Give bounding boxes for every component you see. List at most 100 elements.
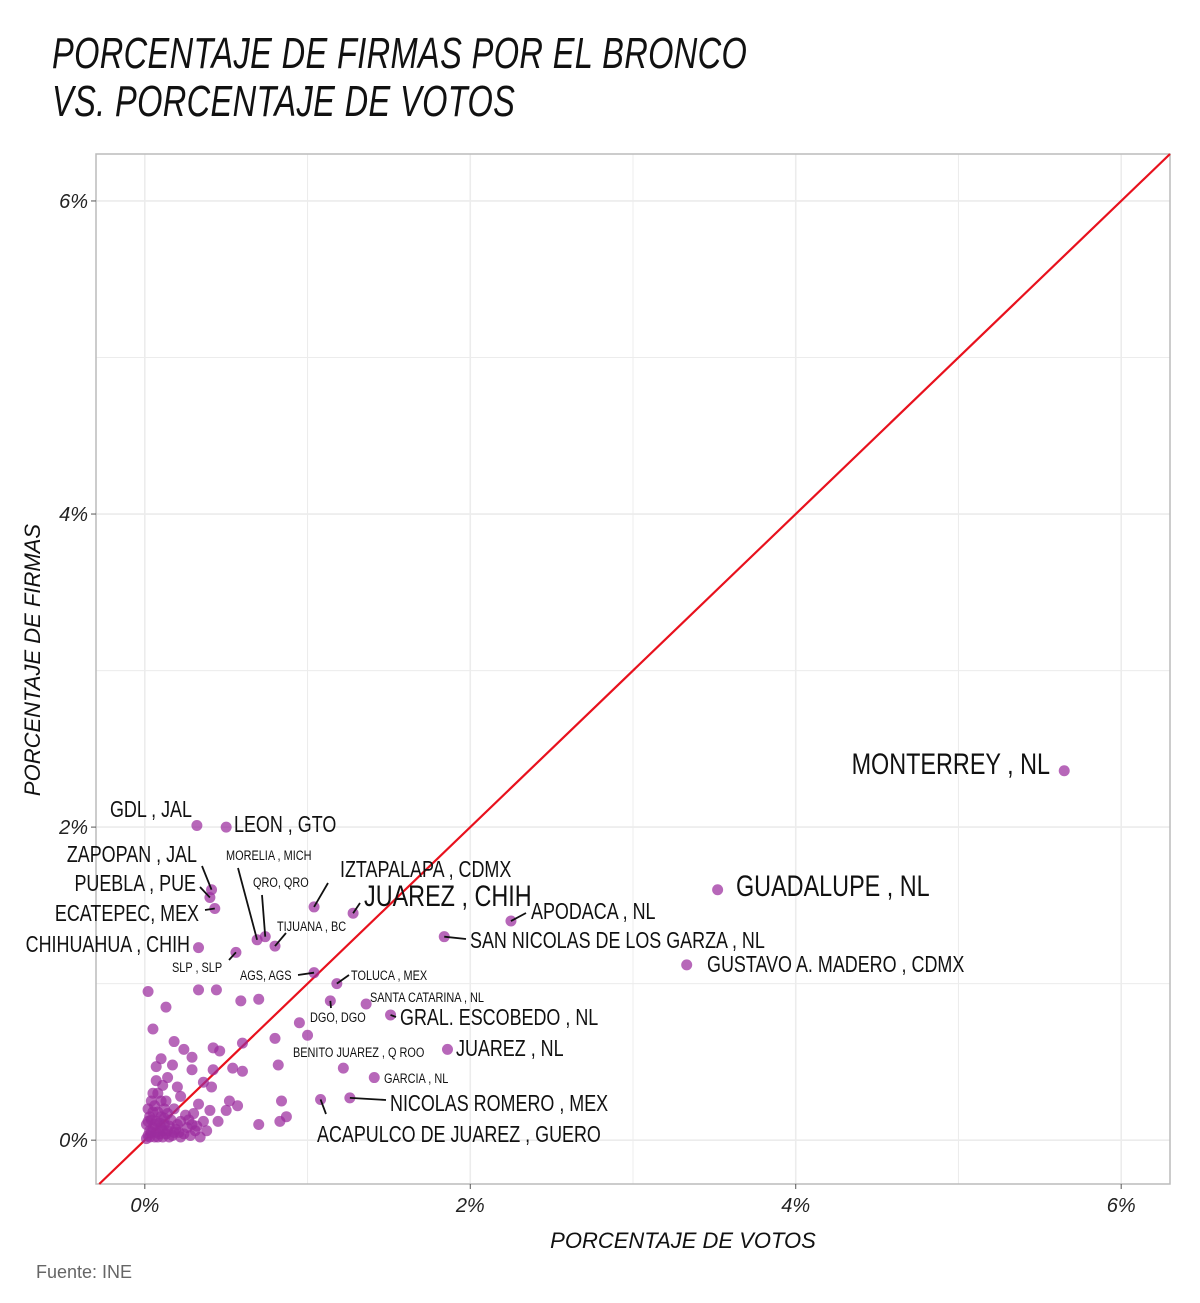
point-label: ECATEPEC, MEX bbox=[55, 901, 199, 927]
points-layer bbox=[140, 765, 1070, 1145]
point-label: SLP , SLP bbox=[172, 960, 222, 976]
label-leader-line bbox=[199, 886, 211, 899]
point-label: PUEBLA , PUE bbox=[74, 871, 196, 897]
point-label: GDL , JAL bbox=[110, 797, 192, 823]
point-label: SANTA CATARINA , NL bbox=[370, 990, 484, 1006]
scatter-point bbox=[175, 1131, 187, 1143]
scatter-point-labeled bbox=[712, 884, 724, 896]
scatter-point bbox=[160, 1095, 172, 1107]
scatter-point bbox=[276, 1095, 288, 1107]
label-leader-line bbox=[336, 974, 350, 985]
point-label: LEON , GTO bbox=[234, 812, 336, 838]
scatter-point bbox=[204, 1104, 216, 1116]
scatter-point bbox=[147, 1106, 159, 1118]
scatter-point bbox=[232, 1100, 244, 1112]
label-leader-line bbox=[297, 971, 315, 976]
scatter-point-labeled bbox=[337, 1062, 349, 1074]
scatter-point bbox=[168, 1036, 180, 1048]
scatter-point bbox=[155, 1053, 167, 1065]
y-tick-label: 4% bbox=[59, 504, 88, 526]
scatter-point bbox=[142, 1115, 154, 1127]
point-label: AGS, AGS bbox=[240, 968, 292, 984]
point-label: MONTERREY , NL bbox=[852, 747, 1050, 780]
scatter-point bbox=[193, 1098, 205, 1110]
scatter-point bbox=[188, 1108, 200, 1120]
scatter-point bbox=[253, 993, 265, 1005]
point-label: NICOLAS ROMERO , MEX bbox=[390, 1091, 608, 1117]
scatter-point-labeled bbox=[1058, 765, 1070, 777]
point-label: GARCIA , NL bbox=[384, 1071, 448, 1087]
scatter-point bbox=[197, 1076, 209, 1088]
scatter-point bbox=[166, 1059, 178, 1071]
point-label: DGO, DGO bbox=[310, 1010, 366, 1026]
scatter-point bbox=[207, 1064, 219, 1076]
point-label: ACAPULCO DE JUAREZ , GUERO bbox=[317, 1122, 601, 1148]
scatter-point bbox=[180, 1109, 191, 1121]
reference-line-layer bbox=[98, 153, 1171, 1185]
scatter-point bbox=[214, 1045, 226, 1057]
scatter-point bbox=[235, 995, 247, 1007]
ticks-layer: 0% 2% 4% 6% 0% 2% 4% 6% bbox=[58, 191, 1136, 1217]
x-tick-label: 4% bbox=[781, 1195, 810, 1217]
scatter-point bbox=[142, 985, 154, 997]
x-tick-label: 2% bbox=[455, 1195, 485, 1217]
chart-title-line-2: VS. PORCENTAJE DE VOTOS bbox=[52, 77, 516, 126]
point-label: JUAREZ , CHIH bbox=[364, 879, 532, 912]
scatter-point bbox=[220, 1104, 232, 1116]
label-leader-line bbox=[390, 1014, 397, 1018]
labels-layer: MONTERREY , NL GUADALUPE , NL GUSTAVO A. M… bbox=[26, 747, 1050, 1147]
scatter-point bbox=[171, 1119, 183, 1131]
scatter-point bbox=[236, 1065, 248, 1077]
scatter-point bbox=[236, 1037, 248, 1049]
point-label: GUSTAVO A. MADERO , CDMX bbox=[707, 952, 965, 978]
scatter-point bbox=[184, 1129, 196, 1141]
scatter-point bbox=[253, 1119, 265, 1131]
scatter-point bbox=[302, 1029, 314, 1041]
scatter-point bbox=[193, 984, 205, 996]
scatter-point-labeled bbox=[360, 998, 372, 1010]
scatter-point-labeled bbox=[193, 942, 205, 954]
scatter-point bbox=[191, 1120, 203, 1132]
label-leader-line bbox=[274, 932, 287, 947]
label-leader-line bbox=[237, 867, 258, 941]
point-label: ZAPOPAN , JAL bbox=[67, 842, 197, 868]
scatter-point bbox=[212, 1115, 224, 1127]
scatter-point-labeled bbox=[191, 820, 203, 832]
chart-title: PORCENTAJE DE FIRMAS POR EL BRONCO VS. P… bbox=[52, 30, 747, 126]
point-label: BENITO JUAREZ , Q ROO bbox=[293, 1045, 425, 1061]
x-tick-label: 6% bbox=[1107, 1195, 1136, 1217]
label-leader-line bbox=[510, 912, 527, 922]
scatter-point bbox=[152, 1087, 164, 1099]
point-label: GRAL. ESCOBEDO , NL bbox=[400, 1005, 598, 1031]
scatter-point bbox=[201, 1125, 213, 1137]
scatter-point bbox=[150, 1061, 162, 1073]
point-label: APODACA , NL bbox=[531, 899, 656, 925]
scatter-point-labeled bbox=[220, 821, 232, 833]
label-leader-line bbox=[329, 1000, 332, 1009]
label-leader-line bbox=[349, 1097, 387, 1101]
y-axis-label: PORCENTAJE DE FIRMAS bbox=[20, 524, 45, 797]
scatter-point bbox=[186, 1064, 198, 1076]
scatter-point-labeled bbox=[441, 1043, 453, 1055]
scatter-point bbox=[171, 1081, 183, 1093]
scatter-point bbox=[223, 1095, 235, 1107]
scatter-point bbox=[186, 1051, 198, 1063]
y-tick-label: 6% bbox=[59, 191, 88, 213]
scatter-point bbox=[269, 1032, 281, 1044]
scatter-point bbox=[178, 1043, 190, 1055]
scatter-point bbox=[210, 984, 222, 996]
label-leader-line bbox=[444, 935, 467, 940]
point-label: CHIHUAHUA , CHIH bbox=[26, 932, 190, 958]
y-tick-label: 0% bbox=[59, 1130, 88, 1152]
label-leader-line bbox=[319, 1099, 327, 1115]
scatter-point bbox=[145, 1095, 157, 1107]
scatter-point bbox=[274, 1115, 286, 1127]
y-tick-label: 2% bbox=[58, 817, 88, 839]
point-label: TIJUANA , BC bbox=[277, 919, 346, 935]
label-leader-line bbox=[352, 902, 361, 914]
point-label: QRO, QRO bbox=[253, 875, 309, 891]
reference-line-y-equals-x bbox=[98, 153, 1171, 1185]
x-axis-label: PORCENTAJE DE VOTOS bbox=[550, 1228, 816, 1253]
point-label: IZTAPALAPA , CDMX bbox=[340, 857, 512, 883]
